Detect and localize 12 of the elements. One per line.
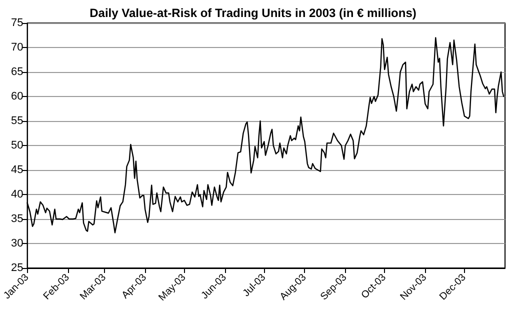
y-tick-label: 25 (11, 262, 24, 274)
y-tick-label: 55 (11, 115, 24, 127)
y-tick-label: 75 (11, 17, 24, 29)
y-tick-label: 70 (11, 42, 24, 54)
y-tick-label: 65 (11, 66, 24, 78)
chart-title: Daily Value-at-Risk of Trading Units in 2003 (in € millions) (90, 6, 416, 20)
y-tick-label: 45 (11, 164, 24, 176)
y-tick-label: 30 (11, 238, 24, 250)
y-tick-label: 60 (11, 90, 24, 102)
y-tick-label: 50 (11, 140, 24, 152)
y-tick-label: 35 (11, 213, 24, 225)
y-tick-label: 40 (11, 188, 24, 200)
